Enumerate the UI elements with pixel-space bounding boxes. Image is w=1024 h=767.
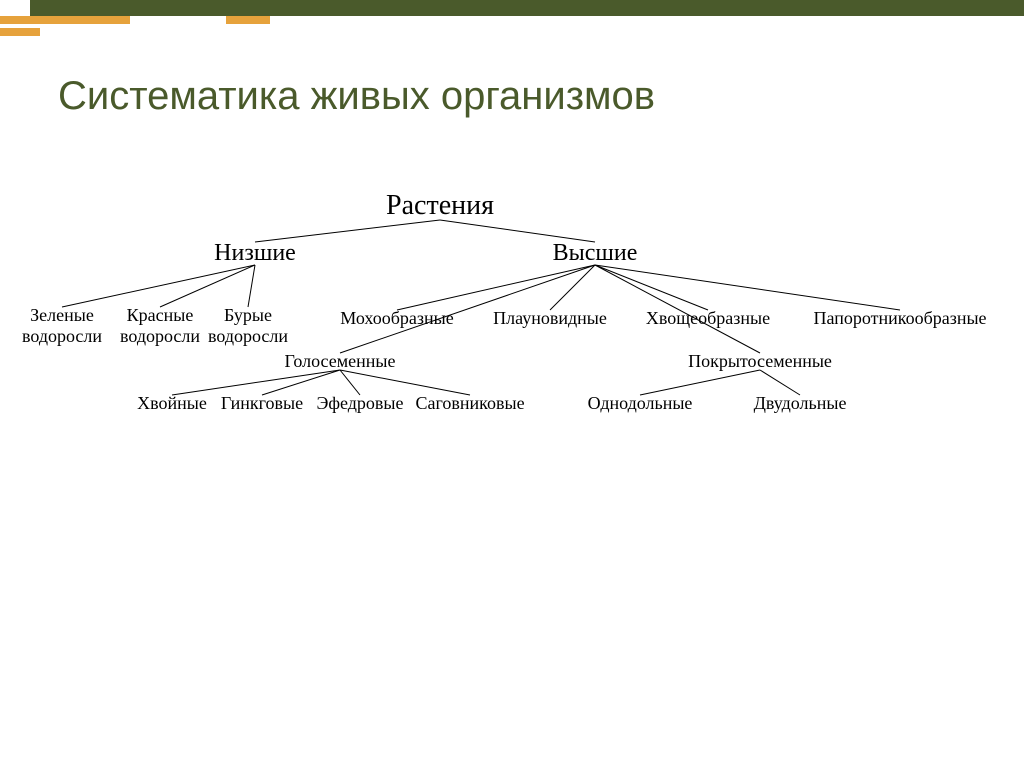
tree-edge (62, 265, 255, 307)
tree-node-dicot: Двудольные (754, 393, 847, 414)
tree-node-low: Низшие (214, 240, 296, 267)
slide: Систематика живых организмов РастенияНиз… (0, 0, 1024, 767)
tree-node-green: Зеленыеводоросли (22, 305, 102, 347)
tree-edge (440, 220, 595, 242)
taxonomy-tree: Растения Низшие Высшие Зеленыеводоросли Крас… (0, 0, 1024, 767)
tree-node-brown: Бурыеводоросли (208, 305, 288, 347)
tree-node-plaun: Плауновидные (493, 308, 607, 329)
tree-edge (340, 370, 360, 395)
tree-edges (0, 0, 1024, 767)
tree-edge (255, 220, 440, 242)
tree-edge (160, 265, 255, 307)
tree-node-high: Высшие (553, 240, 638, 267)
tree-node-fern: Папоротникообразные (813, 308, 986, 329)
tree-edge (262, 370, 340, 395)
tree-node-cycad: Саговниковые (415, 393, 524, 414)
tree-node-mono: Однодольные (588, 393, 693, 414)
tree-node-gymno: Голосеменные (285, 351, 396, 372)
tree-edge (340, 370, 470, 395)
tree-edge (550, 265, 595, 310)
tree-edge (172, 370, 340, 395)
tree-node-horsetail: Хвощеобразные (646, 308, 770, 329)
tree-node-root: Растения (386, 190, 494, 222)
tree-edge (640, 370, 760, 395)
tree-node-ginkgo: Гинкговые (221, 393, 303, 414)
tree-edge (397, 265, 595, 310)
tree-edge (595, 265, 900, 310)
tree-node-angio: Покрытосеменные (688, 351, 832, 372)
tree-edge (760, 370, 800, 395)
tree-edge (595, 265, 708, 310)
tree-node-red: Красныеводоросли (120, 305, 200, 347)
tree-edge (248, 265, 255, 307)
tree-node-moss: Мохообразные (340, 308, 453, 329)
tree-node-ephedra: Эфедровые (316, 393, 403, 414)
tree-node-conifer: Хвойные (137, 393, 207, 414)
